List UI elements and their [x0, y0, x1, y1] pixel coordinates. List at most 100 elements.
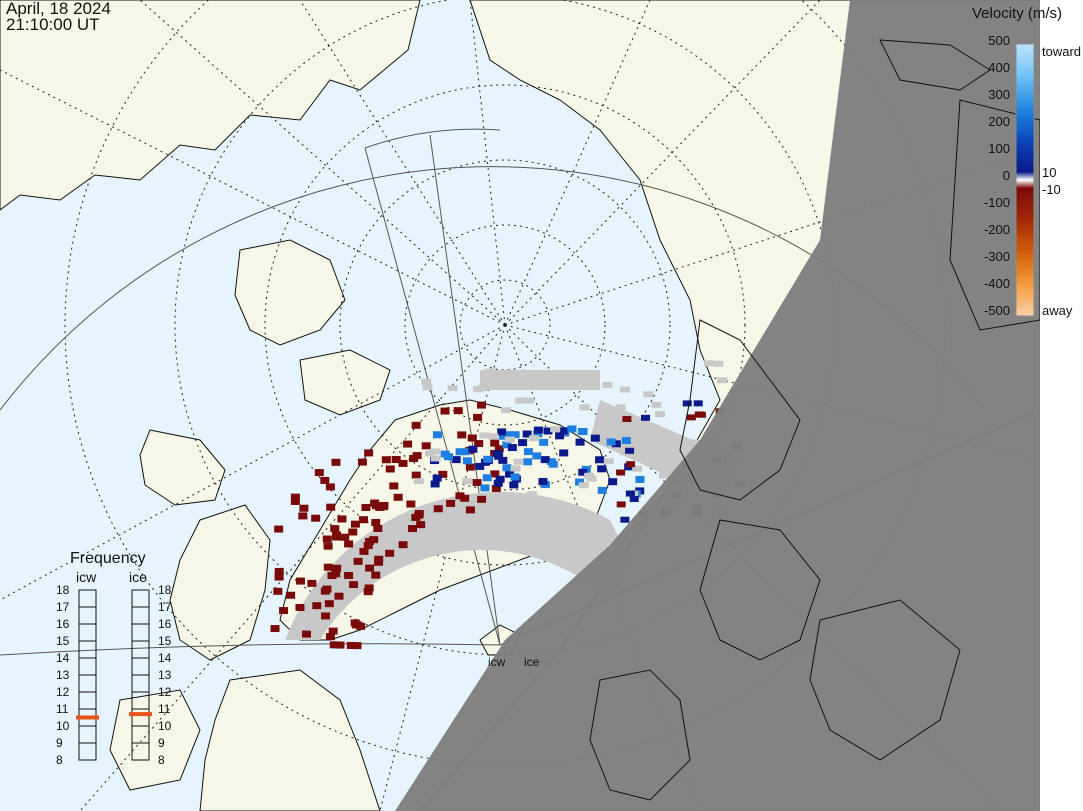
velocity-cell	[626, 461, 636, 468]
velocity-cell	[430, 480, 440, 488]
velocity-cell	[577, 427, 587, 435]
velocity-cell	[555, 432, 565, 440]
colorbar-tick: -300	[983, 249, 1010, 264]
velocity-cell	[625, 447, 635, 454]
velocity-cell	[326, 503, 336, 511]
velocity-cell	[371, 571, 381, 579]
velocity-cell	[615, 404, 626, 411]
velocity-cell	[312, 602, 322, 610]
velocity-cell	[595, 456, 605, 464]
velocity-cell	[460, 448, 470, 456]
frequency-scale-label: 12	[56, 685, 70, 699]
velocity-cell	[482, 474, 492, 482]
velocity-cell	[606, 438, 616, 446]
frequency-scale-label: 8	[158, 753, 165, 767]
velocity-cell	[348, 528, 358, 536]
velocity-cell	[357, 458, 367, 466]
velocity-cell	[523, 448, 533, 456]
colorbar-tick: 400	[988, 60, 1010, 75]
velocity-cell	[584, 472, 595, 479]
velocity-cell	[632, 465, 643, 472]
velocity-cell	[334, 592, 344, 600]
velocity-cell	[433, 505, 443, 513]
velocity-cell	[465, 506, 475, 514]
coastlines-night	[589, 39, 1040, 801]
velocity-cell	[344, 571, 354, 579]
velocity-cell	[358, 516, 368, 524]
velocity-cell	[361, 503, 371, 511]
velocity-cell	[477, 495, 487, 503]
velocity-cell	[344, 540, 354, 548]
colorbar-neg-threshold: -10	[1042, 182, 1061, 197]
velocity-cell	[320, 476, 330, 484]
velocity-cell	[490, 470, 500, 478]
velocity-cell	[493, 450, 503, 458]
colorbar-tick: 500	[988, 33, 1010, 48]
velocity-cell	[616, 469, 626, 476]
velocity-cell	[364, 449, 374, 457]
velocity-cell	[331, 570, 341, 578]
velocity-cell	[398, 541, 408, 549]
velocity-cell	[322, 585, 332, 593]
velocity-cell	[543, 427, 553, 435]
velocity-cell	[364, 584, 374, 592]
velocity-cell	[682, 400, 692, 407]
colorbar-toward-label: toward	[1042, 44, 1082, 59]
velocity-cell	[502, 441, 512, 449]
velocity-cell	[475, 462, 485, 470]
velocity-colorbar	[1015, 43, 1035, 317]
colorbar-pos-threshold: 10	[1042, 165, 1057, 180]
velocity-cell	[523, 458, 533, 466]
velocity-cell	[488, 433, 499, 440]
velocity-cell	[696, 411, 706, 418]
velocity-cell	[414, 510, 424, 518]
velocity-cell	[491, 485, 501, 493]
velocity-cell	[346, 641, 356, 649]
velocity-cell	[270, 625, 280, 633]
velocity-cell	[479, 432, 490, 439]
velocity-cell	[411, 471, 421, 479]
frequency-scale-label: 11	[56, 702, 69, 716]
radar-site-icw: icw	[488, 655, 506, 669]
velocity-cell	[625, 490, 635, 497]
velocity-cell	[365, 538, 375, 546]
velocity-cell	[290, 493, 300, 501]
colorbar-tick: 300	[988, 87, 1010, 102]
velocity-cell	[274, 568, 284, 576]
velocity-cell	[621, 437, 631, 445]
velocity-cell	[406, 500, 416, 508]
frequency-gauges	[76, 589, 152, 761]
velocity-cell	[603, 458, 614, 465]
velocity-cell	[432, 474, 442, 482]
velocity-cell	[655, 411, 666, 418]
velocity-cell	[540, 456, 550, 464]
velocity-cell	[340, 533, 350, 541]
frequency-scale-label: 9	[158, 736, 165, 750]
velocity-cell	[451, 456, 461, 464]
velocity-cell	[686, 414, 696, 421]
velocity-cell	[717, 377, 728, 384]
colorbar-tick: 0	[1002, 168, 1010, 183]
velocity-cell	[513, 458, 524, 465]
colorbar-tick: 200	[988, 114, 1010, 129]
velocity-cell	[575, 438, 585, 446]
velocity-cell	[323, 542, 333, 550]
velocity-cell	[522, 430, 532, 438]
velocity-cell	[286, 591, 296, 599]
velocity-cell	[504, 436, 515, 443]
velocity-cell	[381, 456, 391, 464]
frequency-scale-label: 14	[158, 651, 172, 665]
velocity-cell	[391, 456, 401, 464]
velocity-cell	[490, 439, 500, 447]
date-label: April, 18 2024	[6, 0, 111, 18]
velocity-cell	[468, 445, 478, 453]
velocity-cell	[321, 612, 331, 620]
velocity-cell	[611, 440, 621, 448]
velocity-cell	[363, 588, 373, 596]
frequency-scale-label: 18	[56, 583, 70, 597]
velocity-cell	[307, 579, 317, 587]
night-shading	[395, 0, 1040, 811]
frequency-marker-ice	[129, 712, 152, 717]
velocity-cell	[548, 460, 558, 468]
